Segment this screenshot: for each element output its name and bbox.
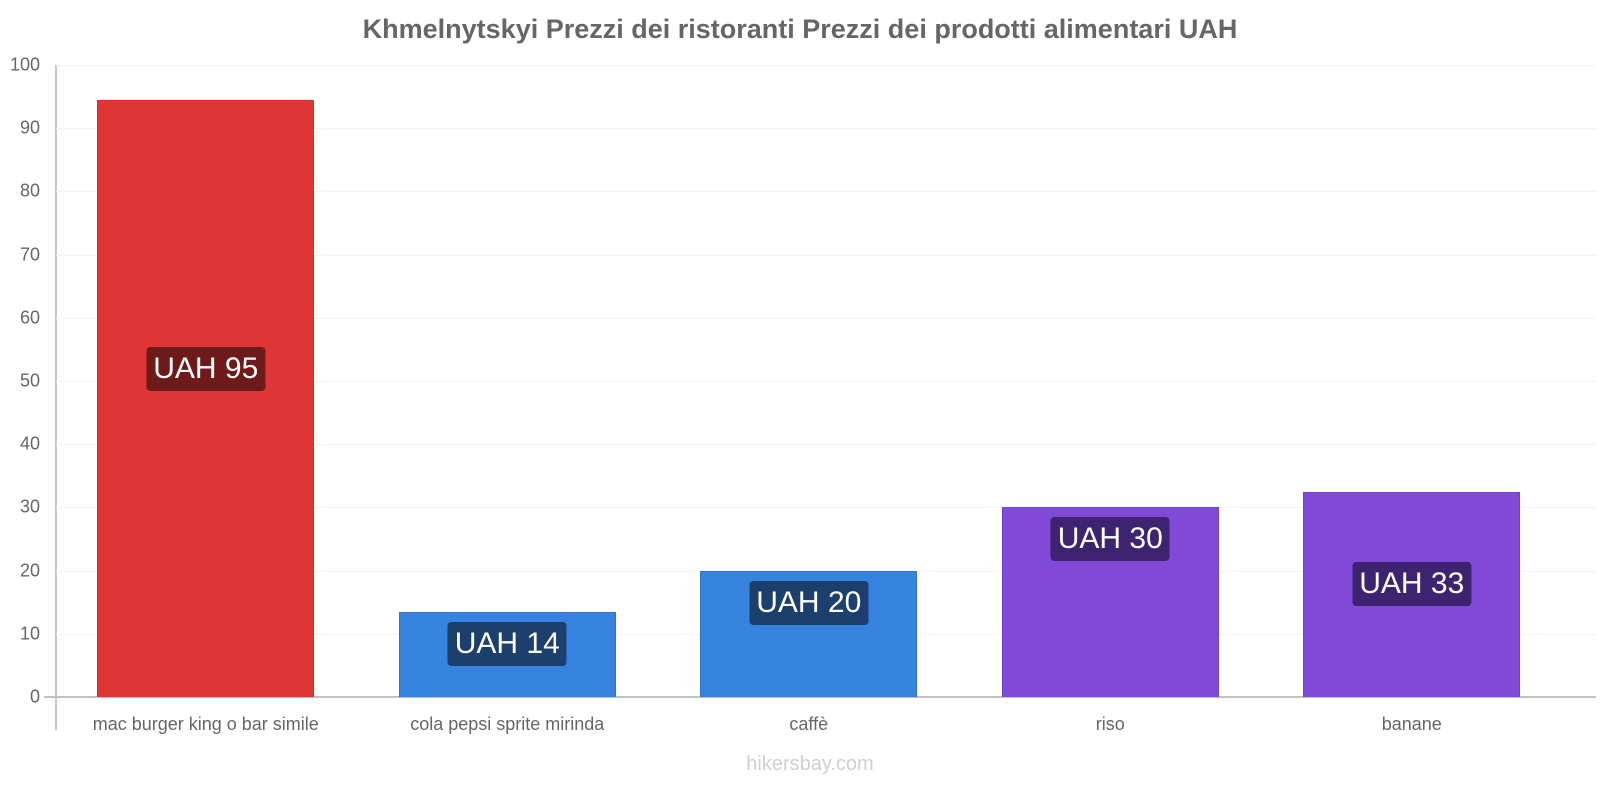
gridline (56, 65, 1596, 66)
x-category-label: riso (1095, 714, 1125, 734)
y-tick-label: 40 (19, 433, 40, 454)
gridline (56, 191, 1596, 193)
value-label: UAH 30 (1050, 517, 1170, 562)
value-label: UAH 33 (1352, 562, 1472, 607)
watermark: hikersbay.com (746, 753, 874, 775)
bar[interactable] (97, 99, 315, 697)
value-label: UAH 95 (146, 346, 266, 391)
y-tick-label: 10 (19, 623, 40, 644)
y-tick-label: 80 (19, 180, 40, 201)
y-tick-label: 0 (29, 686, 40, 707)
gridline (56, 317, 1596, 319)
value-label: UAH 14 (447, 621, 567, 666)
y-tick-label: 50 (19, 370, 40, 391)
gridline (56, 381, 1596, 382)
x-category-label: mac burger king o bar simile (92, 714, 319, 734)
y-tick-label: 100 (9, 54, 40, 75)
y-axis-line (55, 65, 57, 730)
x-axis-line (44, 696, 1596, 698)
y-tick-label: 30 (19, 496, 40, 517)
y-tick-label: 60 (19, 307, 40, 328)
y-tick-label: 90 (19, 117, 40, 138)
gridline (56, 128, 1596, 130)
gridline (56, 444, 1596, 446)
x-category-label: cola pepsi sprite mirinda (410, 714, 605, 734)
y-tick-label: 20 (19, 560, 40, 581)
x-category-label: banane (1381, 714, 1442, 734)
x-category-label: caffè (789, 714, 829, 734)
chart-title: Khmelnytskyi Prezzi dei ristoranti Prezz… (362, 14, 1238, 44)
gridline (56, 254, 1596, 256)
value-label: UAH 20 (749, 580, 869, 625)
gridline (56, 507, 1596, 509)
y-tick-label: 70 (19, 244, 40, 265)
